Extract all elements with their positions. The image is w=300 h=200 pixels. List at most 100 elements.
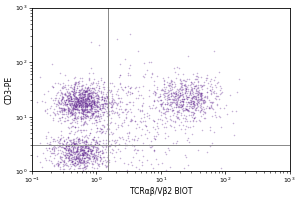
Point <box>142 116 147 119</box>
Point <box>80 144 84 147</box>
Point <box>187 89 192 92</box>
Point <box>210 87 215 91</box>
Point <box>92 110 97 113</box>
Point <box>88 97 93 100</box>
Point <box>54 91 59 94</box>
Point <box>82 145 87 148</box>
Point <box>80 89 85 92</box>
Point <box>202 96 207 99</box>
Point <box>103 160 108 163</box>
Point <box>66 148 71 151</box>
Point <box>183 85 188 88</box>
Point <box>147 95 152 98</box>
Point <box>95 126 100 129</box>
Point <box>82 149 86 152</box>
Point <box>184 119 189 122</box>
Point <box>63 145 68 148</box>
Point <box>81 155 86 158</box>
Point <box>67 148 72 151</box>
Point <box>62 148 67 151</box>
Point <box>190 96 194 99</box>
Point <box>66 118 70 121</box>
Point <box>100 106 105 109</box>
Point <box>59 92 64 95</box>
Point <box>60 144 65 147</box>
Point <box>93 105 98 109</box>
Point <box>59 103 64 106</box>
Point <box>83 166 88 169</box>
Point <box>85 100 90 103</box>
Point <box>63 117 68 120</box>
Point <box>94 157 99 161</box>
Point <box>111 132 116 135</box>
Point <box>75 106 80 110</box>
Point <box>66 149 71 152</box>
X-axis label: TCRαβ/Vβ2 BIOT: TCRαβ/Vβ2 BIOT <box>130 187 192 196</box>
Point <box>121 88 125 92</box>
Point <box>66 97 70 100</box>
Point <box>101 96 106 100</box>
Point <box>151 167 156 170</box>
Point <box>107 102 112 105</box>
Point <box>140 154 145 158</box>
Point <box>60 97 65 101</box>
Point <box>72 113 77 116</box>
Point <box>78 162 83 165</box>
Point <box>58 122 63 125</box>
Point <box>81 102 86 105</box>
Point <box>81 154 86 157</box>
Point <box>56 135 60 138</box>
Point <box>86 89 91 92</box>
Point <box>57 105 62 109</box>
Point <box>168 117 173 121</box>
Point <box>191 96 196 99</box>
Point <box>127 66 132 70</box>
Point <box>85 113 90 116</box>
Point <box>79 98 84 102</box>
Point <box>75 147 80 150</box>
Point <box>82 95 87 99</box>
Point <box>97 117 101 120</box>
Point <box>77 96 82 99</box>
Point <box>77 101 82 105</box>
Point <box>81 97 85 100</box>
Point <box>135 122 140 125</box>
Point <box>69 156 74 159</box>
Point <box>48 150 53 153</box>
Point <box>188 111 193 114</box>
Point <box>169 100 173 103</box>
Point <box>62 159 67 163</box>
Point <box>86 143 91 146</box>
Point <box>194 98 198 101</box>
Point <box>79 94 84 97</box>
Point <box>104 96 109 99</box>
Point <box>111 101 116 104</box>
Point <box>164 126 169 129</box>
Point <box>72 89 76 92</box>
Point <box>183 79 188 82</box>
Point <box>65 94 70 97</box>
Point <box>60 108 65 111</box>
Point <box>72 157 76 160</box>
Point <box>67 147 72 150</box>
Point <box>87 153 92 157</box>
Point <box>166 91 170 94</box>
Point <box>183 107 188 110</box>
Point <box>170 142 175 145</box>
Point <box>163 121 167 124</box>
Point <box>79 96 83 100</box>
Point <box>195 98 200 101</box>
Point <box>210 100 214 103</box>
Point <box>188 102 193 106</box>
Point <box>76 110 81 113</box>
Point <box>93 104 98 108</box>
Point <box>169 102 173 105</box>
Point <box>236 78 241 81</box>
Point <box>172 91 176 94</box>
Point <box>78 100 83 103</box>
Point <box>168 79 173 82</box>
Point <box>55 109 60 112</box>
Point <box>67 110 71 113</box>
Point <box>61 107 66 110</box>
Point <box>166 81 171 84</box>
